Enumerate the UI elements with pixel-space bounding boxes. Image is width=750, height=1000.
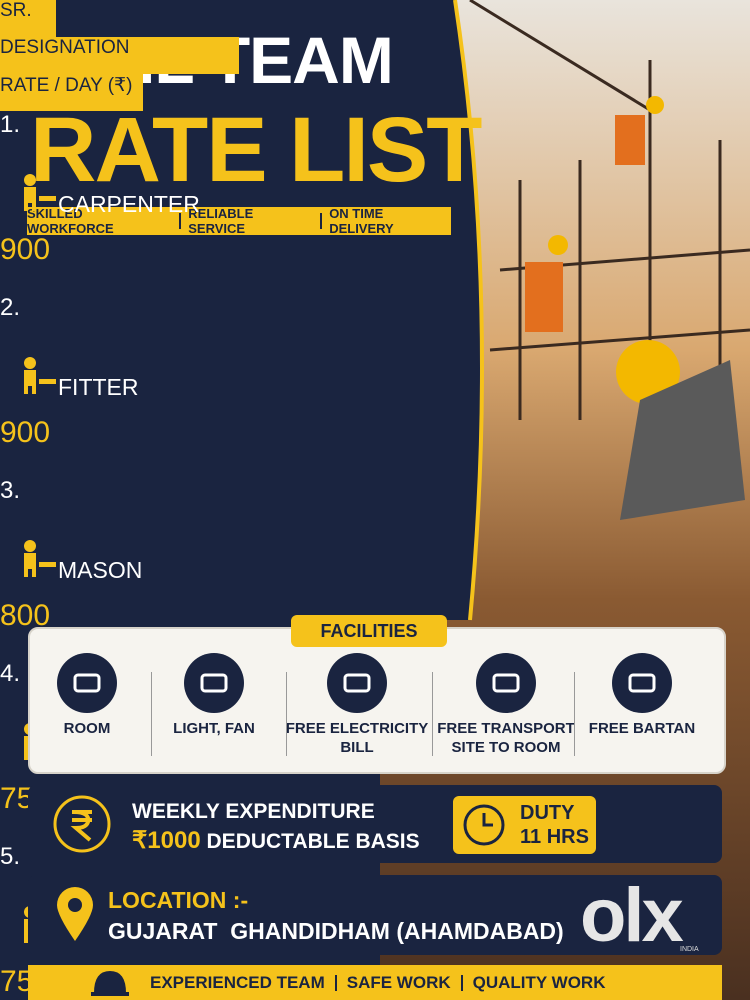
rate: 900	[0, 233, 51, 266]
facility-icon	[476, 653, 536, 713]
watermark-sub: INDIA	[680, 946, 699, 953]
rupee-icon	[53, 795, 111, 853]
separator	[179, 213, 182, 229]
divider	[150, 672, 152, 756]
facility-line: FREE BARTAN	[588, 720, 696, 737]
location-value: GUJARAT GHANDIDHAM (AHAMDABAD)	[108, 918, 564, 944]
footer-item: SAFE WORK	[346, 972, 451, 992]
worker-icon	[24, 357, 56, 394]
designation: CARPENTER	[58, 191, 200, 217]
helmet-icon	[91, 971, 129, 996]
divider	[285, 672, 287, 756]
divider	[431, 672, 433, 756]
facility-line: SITE TO ROOM	[451, 739, 561, 756]
tagline-item: SKILLED WORKFORCE	[27, 206, 114, 236]
tagline-item: RELIABLE SERVICE	[188, 206, 254, 236]
facility-label: FREE ELECTRICITY BILL	[282, 719, 432, 757]
footer-bar	[28, 965, 722, 1000]
separator	[334, 974, 337, 991]
tagline: SKILLED WORKFORCE RELIABLE SERVICE ON TIME…	[27, 206, 451, 236]
footer: EXPERIENCED TEAM SAFE WORK QUALITY WORK	[150, 965, 606, 1000]
facility-glyph	[343, 673, 371, 693]
facility-icon	[57, 653, 117, 713]
amount: ₹1000	[132, 827, 201, 854]
facility-line: FREE TRANSPORT	[437, 720, 575, 737]
designation-cell: CARPENTER	[0, 172, 253, 233]
designation: MASON	[58, 557, 143, 583]
duty-label: DUTY	[520, 802, 575, 824]
tagline-item: ON TIME DELIVERY	[329, 206, 394, 236]
facility-glyph	[492, 673, 520, 693]
worker-icon	[24, 540, 56, 577]
duty-box	[453, 796, 596, 854]
worker-icon	[24, 174, 56, 211]
designation-cell: MASON	[0, 538, 253, 599]
clock-icon	[463, 804, 505, 846]
separator	[460, 974, 463, 991]
duty-value: 11 HRS	[520, 826, 589, 848]
facility-line: ROOM	[63, 720, 111, 737]
facility-label: LIGHT, FAN	[139, 719, 289, 738]
facility-label: FREE TRANSPORT SITE TO ROOM	[431, 719, 581, 757]
facility-glyph	[628, 673, 656, 693]
facility-line: LIGHT, FAN	[173, 720, 255, 737]
footer-item: EXPERIENCED TEAM	[150, 972, 325, 992]
sr: 5.	[0, 843, 21, 870]
pin-icon	[57, 887, 93, 941]
facility-icon	[327, 653, 387, 713]
expenditure-line1: WEEKLY EXPENDITURE	[132, 800, 375, 823]
location-label: LOCATION :-	[108, 887, 249, 913]
rate: 800	[0, 599, 51, 632]
facility-line: BILL	[340, 739, 374, 756]
designation: FITTER	[58, 374, 139, 400]
facility-icon	[184, 653, 244, 713]
basis: DEDUCTABLE BASIS	[206, 830, 420, 853]
facility-line: FREE ELECTRICITY	[285, 720, 429, 737]
table-header: RATE / DAY (₹)	[0, 74, 143, 111]
table-header: SR.	[0, 0, 56, 37]
expenditure-line2: ₹1000 DEDUCTABLE BASIS	[132, 826, 420, 855]
designation-cell: FITTER	[0, 355, 253, 416]
sr: 3.	[0, 477, 21, 504]
sr: 2.	[0, 294, 21, 321]
table-header: DESIGNATION	[0, 37, 239, 74]
watermark-logo: olx	[580, 873, 684, 958]
location-box	[28, 875, 722, 955]
separator	[320, 213, 323, 229]
sr: 4.	[0, 660, 21, 687]
facility-glyph	[73, 673, 101, 693]
facility-label: FREE BARTAN	[567, 719, 717, 738]
sr: 1.	[0, 111, 21, 138]
divider	[574, 672, 575, 756]
title-line2: RATE LIST	[30, 99, 482, 201]
facility-icon	[612, 653, 672, 713]
facility-label: ROOM	[12, 719, 162, 738]
rate: 900	[0, 416, 51, 449]
facilities-title: FACILITIES	[291, 615, 447, 647]
facility-glyph	[200, 673, 228, 693]
expenditure-box	[28, 785, 722, 863]
footer-item: QUALITY WORK	[472, 972, 606, 992]
